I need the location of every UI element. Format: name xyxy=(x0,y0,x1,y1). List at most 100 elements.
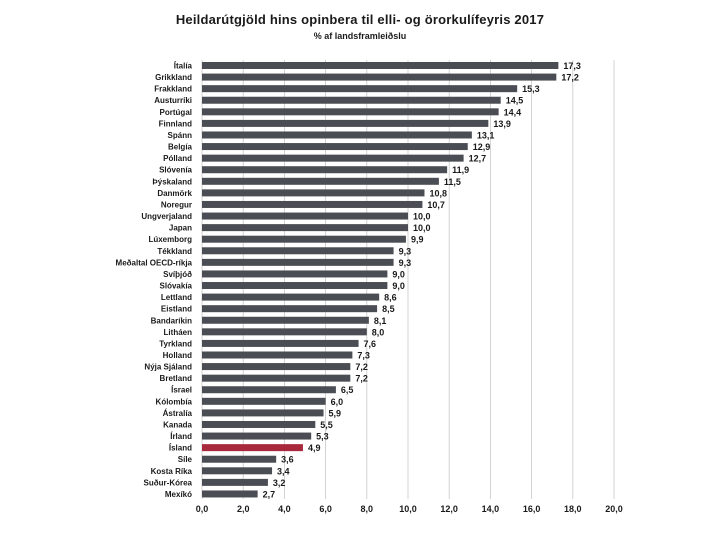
category-label: Bandaríkin xyxy=(151,316,192,325)
category-label: Slóvenía xyxy=(159,166,192,175)
x-tick-label: 6,0 xyxy=(319,504,332,514)
category-label: Pólland xyxy=(163,154,192,163)
bar xyxy=(202,189,425,197)
category-label: Finnland xyxy=(159,119,192,128)
category-label: Tékkland xyxy=(157,247,192,256)
value-label: 3,6 xyxy=(281,455,294,465)
bar xyxy=(202,247,394,255)
value-label: 17,2 xyxy=(561,73,579,83)
bar xyxy=(202,397,326,405)
category-label: Danmörk xyxy=(157,189,192,198)
category-label: Suður-Kórea xyxy=(144,478,193,487)
category-label: Ísland xyxy=(169,444,192,453)
category-label: Bretland xyxy=(160,374,193,383)
bar xyxy=(202,96,501,104)
value-label: 9,3 xyxy=(399,246,412,256)
category-label: Kólombía xyxy=(156,397,193,406)
value-label: 11,5 xyxy=(444,177,461,187)
value-label: 11,9 xyxy=(452,165,469,175)
bar xyxy=(202,455,277,463)
category-label: Meðaltal OECD-ríkja xyxy=(116,258,193,267)
value-label: 8,1 xyxy=(374,316,387,326)
value-label: 3,2 xyxy=(273,478,286,488)
category-label: Japan xyxy=(169,224,192,233)
bar xyxy=(202,62,559,69)
category-label: Spánn xyxy=(168,131,193,140)
category-label: Ísrael xyxy=(171,386,192,395)
value-label: 4,9 xyxy=(308,443,321,453)
bar xyxy=(202,200,423,208)
bar xyxy=(202,85,518,93)
bar xyxy=(202,108,499,116)
bar xyxy=(202,224,408,232)
value-label: 5,9 xyxy=(329,408,342,418)
value-label: 2,7 xyxy=(263,489,276,499)
value-label: 10,8 xyxy=(429,188,447,198)
value-label: 3,4 xyxy=(277,466,290,476)
value-label: 10,0 xyxy=(413,212,431,222)
value-label: 6,0 xyxy=(331,397,344,407)
value-label: 9,9 xyxy=(411,235,424,245)
category-label: Belgía xyxy=(168,143,193,152)
value-label: 13,9 xyxy=(493,119,511,129)
bar xyxy=(202,316,369,324)
x-tick-label: 2,0 xyxy=(237,504,250,514)
x-tick-label: 0,0 xyxy=(196,504,209,514)
x-tick-label: 14,0 xyxy=(482,504,500,514)
x-tick-label: 16,0 xyxy=(523,504,541,514)
bar xyxy=(202,282,388,290)
category-label: Grikkland xyxy=(155,73,192,82)
category-label: Lúxemborg xyxy=(148,235,192,244)
bar xyxy=(202,143,468,151)
value-label: 12,9 xyxy=(473,142,491,152)
chart-title: Heildarútgjöld hins opinbera til elli- o… xyxy=(175,12,545,27)
bar xyxy=(202,131,472,139)
chart-subtitle: % af landsframleiðslu xyxy=(313,31,407,41)
value-label: 7,6 xyxy=(364,339,377,349)
bar xyxy=(202,467,273,475)
category-label: Eistland xyxy=(161,305,192,314)
category-label: Ástralía xyxy=(163,409,193,418)
bar xyxy=(202,478,268,486)
value-label: 7,3 xyxy=(357,351,370,361)
category-label: Írland xyxy=(170,432,192,441)
bar xyxy=(202,444,303,452)
bar xyxy=(202,432,312,440)
value-label: 7,2 xyxy=(355,374,368,384)
category-label: Kanada xyxy=(163,420,192,429)
value-label: 9,0 xyxy=(392,269,405,279)
value-label: 10,0 xyxy=(413,223,431,233)
bar xyxy=(202,73,557,81)
bar xyxy=(202,166,448,174)
category-label: Kosta Ríka xyxy=(151,467,193,476)
category-label: Frakkland xyxy=(154,85,192,94)
value-label: 15,3 xyxy=(522,84,540,94)
value-label: 8,6 xyxy=(384,293,397,303)
bar xyxy=(202,386,336,394)
bar xyxy=(202,409,324,417)
bar xyxy=(202,270,388,278)
category-label: Ítalía xyxy=(174,62,193,71)
value-label: 13,1 xyxy=(477,130,495,140)
value-label: 12,7 xyxy=(469,154,487,164)
x-tick-label: 8,0 xyxy=(361,504,374,514)
value-label: 17,3 xyxy=(563,61,581,71)
value-label: 5,5 xyxy=(320,420,333,430)
bar xyxy=(202,374,351,382)
category-label: Noregur xyxy=(161,200,192,209)
x-tick-label: 18,0 xyxy=(564,504,582,514)
value-label: 7,2 xyxy=(355,362,368,372)
category-label: Ungverjaland xyxy=(141,212,192,221)
value-label: 14,5 xyxy=(506,96,524,106)
value-label: 6,5 xyxy=(341,385,354,395)
value-label: 8,5 xyxy=(382,304,395,314)
bar xyxy=(202,339,359,347)
bar xyxy=(202,154,464,162)
bar xyxy=(202,490,258,498)
value-label: 8,0 xyxy=(372,327,385,337)
value-label: 10,7 xyxy=(427,200,445,210)
category-label: Lettland xyxy=(161,293,192,302)
bar xyxy=(202,258,394,266)
x-tick-label: 20,0 xyxy=(605,504,623,514)
